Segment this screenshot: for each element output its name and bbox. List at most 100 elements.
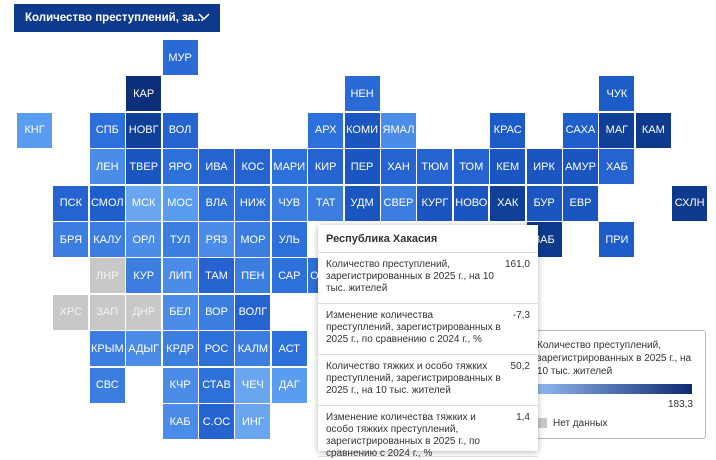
region-tile[interactable]: НЕН [344,76,380,112]
region-tile[interactable]: ТОМ [453,149,489,185]
region-tile[interactable]: КНГ [17,112,52,148]
region-tile[interactable]: РЯЗ [199,222,234,257]
region-tile[interactable]: БЕЛ [162,294,198,330]
region-tile[interactable]: ДНР [126,294,162,330]
region-tile[interactable]: ХАН [381,149,416,185]
region-tile[interactable]: КРЫМ [89,331,125,367]
region-tile[interactable]: ПЕР [344,149,380,185]
region-tile[interactable]: КЧР [162,367,198,403]
region-tile[interactable]: АДЫГ [126,331,162,367]
region-tile[interactable]: ИВА [199,149,234,185]
region-tile[interactable]: УЛЬ [271,222,307,257]
region-label: ТОМ [459,160,484,173]
region-tile[interactable]: КЕМ [490,149,526,185]
region-tile[interactable]: САР [271,258,307,294]
region-tile[interactable]: КАР [126,76,162,112]
region-tile[interactable]: БРЯ [53,222,89,257]
region-tile[interactable]: ИРК [526,149,562,185]
region-tile[interactable]: КОМИ [344,112,380,148]
region-label: ИВА [205,160,228,173]
region-label: ВОЛ [168,124,192,137]
region-tile[interactable]: СПБ [89,112,125,148]
region-label: СПБ [95,124,119,137]
region-label: ДНР [132,306,156,319]
region-tile[interactable]: КОС [235,149,271,185]
region-tile[interactable]: КРАС [490,112,526,148]
region-tile[interactable]: КАБ [162,404,198,439]
no-data-swatch [537,418,547,428]
legend-gradient [537,384,692,394]
region-tile[interactable]: ЧУК [599,76,635,112]
region-label: МОС [167,197,193,210]
region-tile[interactable]: ВОР [199,294,234,330]
region-tile[interactable]: ЕВР [563,185,598,221]
region-label: КИР [314,160,337,173]
region-tile[interactable]: УДМ [344,185,380,221]
indicator-dropdown[interactable]: Количество преступлений, за... [14,4,220,32]
region-tile[interactable]: ВОЛ [162,112,198,148]
region-tile[interactable]: ЧУВ [271,185,307,221]
region-tile[interactable]: ЛИП [162,258,198,294]
region-tile[interactable]: ХАБ [599,149,635,185]
region-tile[interactable]: НИЖ [235,185,271,221]
region-tile[interactable]: С.ОС [199,404,234,439]
region-tile[interactable]: ЯРО [162,149,198,185]
region-tile[interactable]: СВС [89,367,125,403]
region-tile[interactable]: ОРЛ [126,222,162,257]
region-tile[interactable]: ЛЕН [89,149,125,185]
region-tile[interactable]: МОР [235,222,271,257]
region-tile[interactable]: КИР [308,149,344,185]
region-label: КРДР [166,342,194,355]
region-tile[interactable]: КАЛУ [89,222,125,257]
region-tile[interactable]: ТЮМ [417,149,453,185]
region-tile[interactable]: КАМ [635,112,671,148]
region-tile[interactable]: СТАВ [199,367,234,403]
region-tile[interactable]: НОВО [453,185,489,221]
region-tile[interactable]: ХАК [488,183,528,223]
region-label: ЧУК [606,87,628,100]
region-tile[interactable]: ЯМАЛ [381,112,416,148]
region-label: ВОР [205,306,228,319]
region-label: НОВГ [128,124,159,137]
region-tile[interactable]: НОВГ [126,112,162,148]
region-tile[interactable]: АСТ [271,331,307,367]
region-tile[interactable]: СМОЛ [89,185,125,221]
region-tile[interactable]: СХЛН [672,185,708,221]
region-tile[interactable]: ТВЕР [126,149,162,185]
region-tile[interactable]: КУР [126,258,162,294]
region-tile[interactable]: МОС [162,185,198,221]
region-tile[interactable]: ИНГ [235,404,271,439]
region-tile[interactable]: КРДР [162,331,198,367]
region-label: КЕМ [496,160,520,173]
region-label: КАЛУ [93,233,122,246]
region-label: ПЕН [241,269,265,282]
region-tile[interactable]: СВЕР [381,185,416,221]
region-tile[interactable]: МСК [126,185,162,221]
region-tile[interactable]: ЗАП [89,294,125,330]
region-tile[interactable]: БУР [526,185,562,221]
region-tile[interactable]: РОС [199,331,234,367]
region-tile[interactable]: ДАГ [271,367,307,403]
region-tile[interactable]: МУР [162,40,198,75]
region-tile[interactable]: ЧЕЧ [235,367,271,403]
region-tile[interactable]: САХА [563,112,598,148]
region-tile[interactable]: КУРГ [417,185,453,221]
region-label: МСК [131,197,156,210]
region-tile[interactable]: ТАТ [308,185,344,221]
region-tile[interactable]: ТУЛ [162,222,198,257]
region-tile[interactable]: ПСК [53,185,89,221]
region-tile[interactable]: ХРС [53,294,89,330]
region-tile[interactable]: ПРИ [599,222,635,257]
region-tile[interactable]: МАГ [599,112,635,148]
region-tile[interactable]: ПЕН [235,258,271,294]
region-label: ЕВР [569,197,592,210]
region-tile[interactable]: ТАМ [199,258,234,294]
region-tile[interactable]: ВЛА [199,185,234,221]
region-tile[interactable]: КАЛМ [235,331,271,367]
region-tile[interactable]: ЛНР [89,258,125,294]
region-tile[interactable]: АМУР [563,149,598,185]
region-tile[interactable]: ВОЛГ [235,294,271,330]
region-tile[interactable]: АРХ [308,112,344,148]
region-tile[interactable]: МАРИ [271,149,307,185]
